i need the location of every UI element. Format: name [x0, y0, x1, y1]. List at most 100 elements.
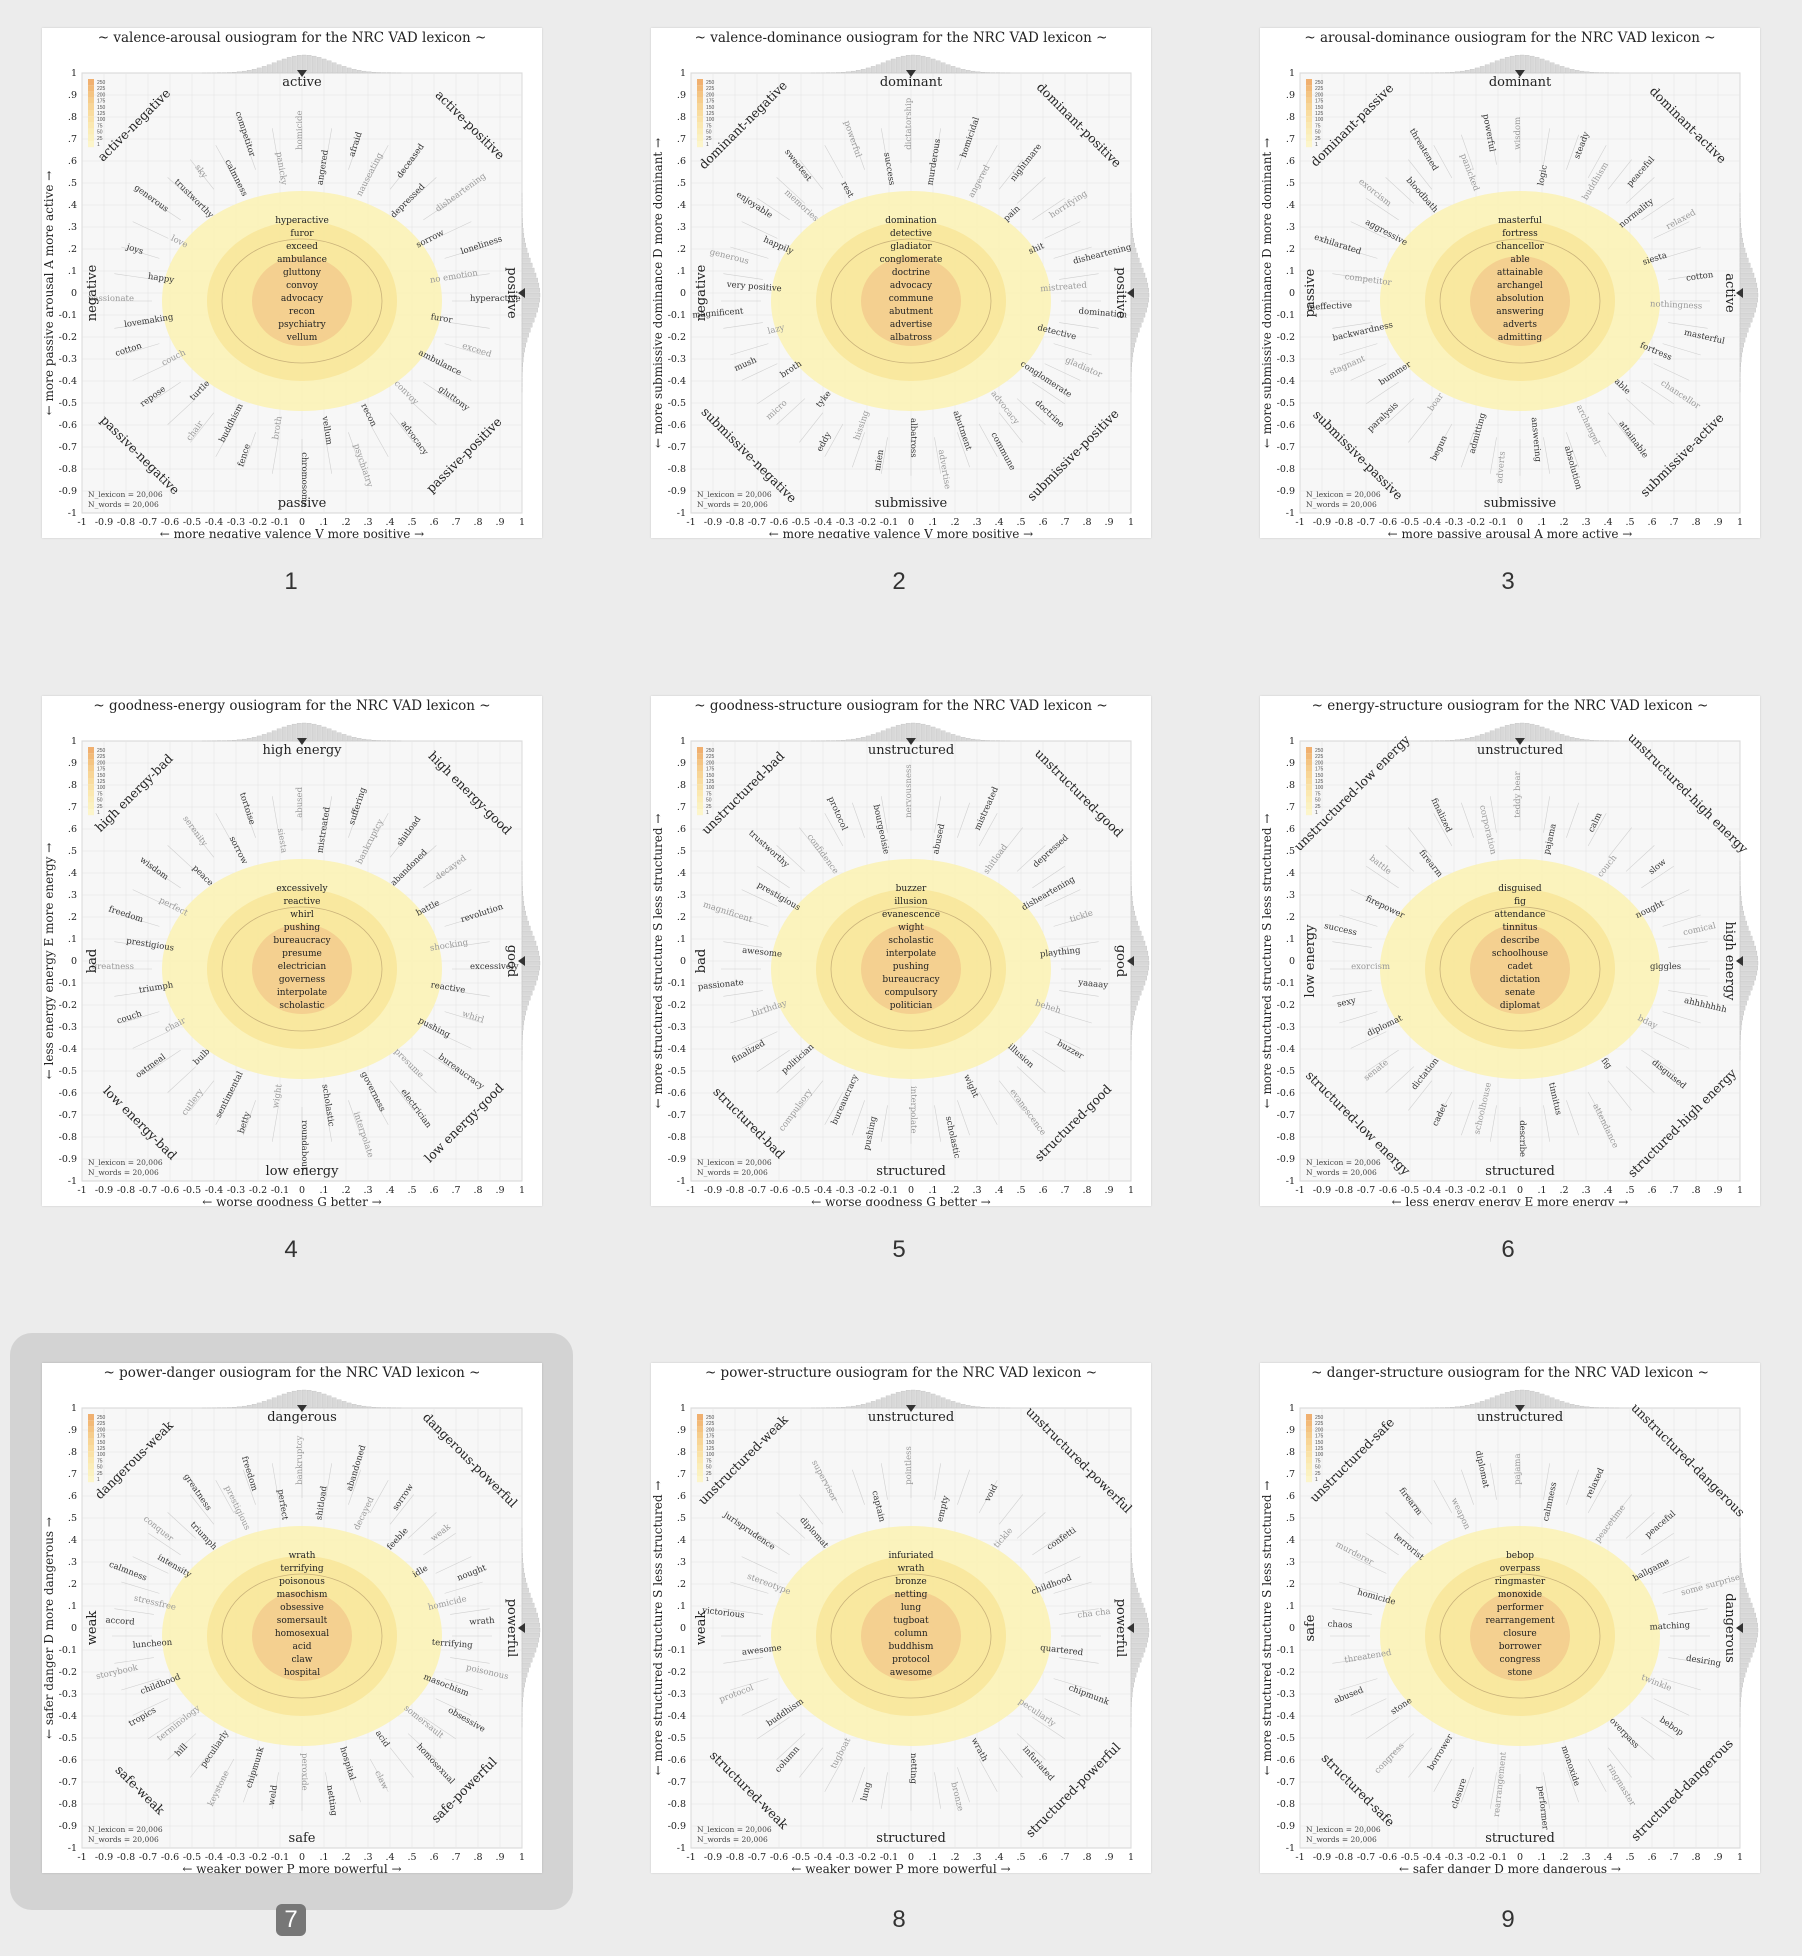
y-tick-label: -0.7 [668, 1777, 686, 1788]
x-tick-label: .4 [994, 1185, 1003, 1196]
ousiogram-tile-8[interactable]: pointless empty void tickle confetti childhoo… [651, 1363, 1151, 1873]
center-word: bureaucracy [273, 936, 331, 946]
legend-level: 175 [97, 767, 106, 773]
legend-level: 125 [1315, 1446, 1324, 1452]
lexicon-word: nervousness [904, 764, 914, 818]
x-tick-label: -0.9 [1313, 1185, 1331, 1196]
center-word: recon [289, 307, 315, 317]
x-tick-label: -0.5 [1401, 1185, 1419, 1196]
y-tick-label: -0.6 [668, 420, 686, 431]
x-tick-label: 1 [519, 1852, 525, 1863]
pole-top: dominant [1489, 75, 1552, 90]
y-tick-label: .6 [68, 156, 77, 167]
legend-level: 225 [706, 86, 715, 92]
lexicon-word: answering [1529, 417, 1543, 463]
y-tick-label: .4 [68, 200, 77, 211]
center-word: stone [1508, 1668, 1533, 1678]
center-word: tinnitus [1503, 923, 1538, 933]
lexicon-word: ineffective [1307, 301, 1352, 313]
center-word: politician [890, 1001, 933, 1011]
y-tick-label: .6 [677, 156, 686, 167]
ousiogram-tile-3[interactable]: wisdom logic steady buddhism peaceful normali… [1260, 28, 1760, 538]
n-words: N_words = 20,006 [1306, 1835, 1377, 1844]
x-tick-label: .9 [495, 1852, 504, 1863]
x-tick-label: -0.2 [858, 517, 876, 528]
y-tick-label: .2 [1286, 244, 1295, 255]
x-tick-label: .8 [473, 517, 482, 528]
legend-level: 175 [1315, 99, 1324, 105]
x-tick-label: .6 [1038, 1185, 1047, 1196]
y-tick-label: -0.9 [59, 486, 77, 497]
y-tick-label: -0.8 [668, 464, 686, 475]
y-tick-label: .6 [68, 824, 77, 835]
legend-level: 100 [97, 1452, 106, 1458]
legend-level: 75 [1315, 1458, 1321, 1464]
center-word: convoy [286, 281, 319, 291]
y-tick-label: -0.7 [59, 1110, 77, 1121]
legend-level: 250 [1315, 80, 1324, 86]
ousiogram-tile-1[interactable]: homicide angered afraid nauseating deceased d… [42, 28, 542, 538]
ousiogram-tile-7[interactable]: bankruptcy shitload abandoned decayed sorrow… [42, 1363, 542, 1873]
center-word: archangel [1497, 281, 1543, 291]
legend-level: 200 [1315, 760, 1324, 766]
x-tick-label: -1 [686, 1185, 695, 1196]
center-word: obsessive [280, 1603, 324, 1613]
lexicon-word: describe [1517, 1120, 1527, 1157]
y-tick-label: .9 [1286, 758, 1295, 769]
x-tick-label: .8 [473, 1185, 482, 1196]
ousiogram-title: ~ power-danger ousiogram for the NRC VAD… [104, 1365, 481, 1381]
legend-level: 225 [1315, 1421, 1324, 1427]
center-word: scholastic [279, 1001, 324, 1011]
y-tick-label: -0.2 [59, 1000, 77, 1011]
y-tick-label: -0.5 [59, 398, 77, 409]
y-tick-label: -0.5 [1277, 398, 1295, 409]
n-words: N_words = 20,006 [88, 500, 159, 509]
y-tick-label: .3 [1286, 222, 1295, 233]
y-axis-label: ← more submissive dominance D more domin… [651, 138, 665, 448]
lexicon-word: homicide [295, 110, 305, 149]
y-tick-label: .7 [1286, 134, 1295, 145]
x-tick-label: .4 [994, 1852, 1003, 1863]
x-tick-label: .9 [1104, 1852, 1113, 1863]
x-tick-label: .7 [1060, 517, 1069, 528]
center-word: monoxide [1498, 1590, 1542, 1600]
ousiogram-tile-4[interactable]: abused mistreated suffering bankruptcy shitl… [42, 696, 542, 1206]
y-tick-label: .5 [68, 1513, 77, 1524]
lexicon-word: logic [1536, 164, 1550, 186]
ousiogram-tile-2[interactable]: dictatorship murderous homicidal angered nig… [651, 28, 1151, 538]
x-tick-label: 0 [1517, 1852, 1523, 1863]
x-tick-label: -0.5 [183, 1185, 201, 1196]
y-tick-label: .9 [1286, 90, 1295, 101]
center-word: hospital [284, 1668, 320, 1678]
center-word: rearrangement [1485, 1616, 1555, 1626]
x-tick-label: .4 [385, 517, 394, 528]
center-word: chancellor [1496, 242, 1545, 252]
y-tick-label: -0.6 [1277, 420, 1295, 431]
x-tick-label: -0.5 [1401, 1852, 1419, 1863]
ousiogram-tile-9[interactable]: pajama calmness relaxed peacetime peaceful ba… [1260, 1363, 1760, 1873]
legend-level: 175 [706, 767, 715, 773]
x-tick-label: -0.8 [117, 1852, 135, 1863]
y-tick-label: .2 [677, 912, 686, 923]
legend-level: 125 [706, 1446, 715, 1452]
x-tick-label: -0.9 [704, 517, 722, 528]
center-word: pushing [284, 923, 321, 933]
x-tick-label: -0.7 [139, 517, 157, 528]
y-tick-label: -0.8 [1277, 464, 1295, 475]
x-tick-label: .1 [319, 1185, 328, 1196]
center-word: bebop [1506, 1551, 1534, 1561]
x-tick-label: -0.8 [726, 517, 744, 528]
legend-level: 1 [97, 810, 100, 816]
x-axis-label: ← more passive arousal A more active → [1388, 527, 1633, 538]
ousiogram-tile-5[interactable]: nervousness abused mistreated shitload depre… [651, 696, 1151, 1206]
ousiogram-tile-6[interactable]: teddy bear pajama calm couch slow nought comic… [1260, 696, 1760, 1206]
lexicon-word: albatross [908, 418, 918, 458]
x-tick-label: .1 [928, 1185, 937, 1196]
center-word: albatross [890, 333, 932, 343]
lexicon-word: vellum [319, 415, 334, 446]
x-tick-label: .4 [994, 517, 1003, 528]
x-tick-label: -0.7 [1357, 1852, 1375, 1863]
pole-right: positive [1113, 267, 1128, 319]
x-tick-label: .5 [1016, 1185, 1025, 1196]
y-tick-label: -0.9 [59, 1154, 77, 1165]
